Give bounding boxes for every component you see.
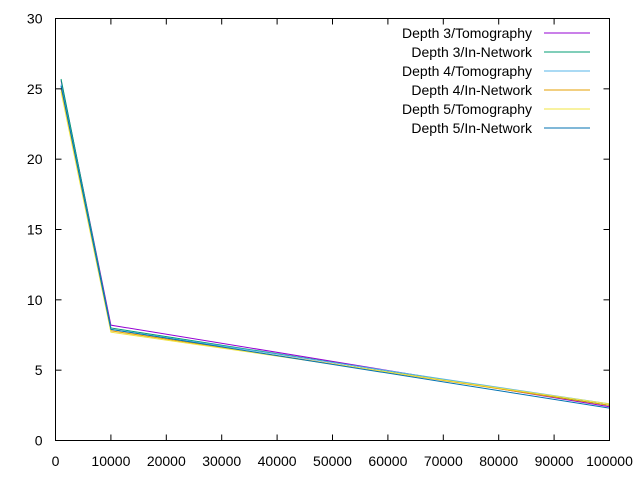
series-line-3: [60, 88, 610, 406]
x-tick-label: 100000: [586, 453, 633, 469]
y-axis: 0 5 10 15 20 25 30: [27, 11, 610, 449]
legend-label: Depth 4/Tomography: [402, 63, 532, 79]
y-tick-label: 30: [27, 11, 43, 27]
x-tick-label: 50000: [313, 453, 352, 469]
x-tick-label: 90000: [535, 453, 574, 469]
y-tick-label: 25: [27, 81, 43, 97]
x-tick-label: 40000: [258, 453, 297, 469]
legend-label: Depth 5/In-Network: [411, 120, 533, 136]
legend: Depth 3/Tomography Depth 3/In-Network Dept…: [402, 25, 590, 136]
legend-label: Depth 3/In-Network: [411, 44, 533, 60]
series-line-4: [60, 91, 610, 405]
plot-series-group: [60, 78, 610, 409]
x-tick-label: 70000: [424, 453, 463, 469]
legend-label: Depth 3/Tomography: [402, 25, 532, 41]
x-tick-label: 10000: [91, 453, 130, 469]
y-tick-label: 0: [35, 433, 43, 449]
x-tick-label: 0: [52, 453, 60, 469]
y-tick-label: 15: [27, 222, 43, 238]
y-tick-label: 5: [35, 362, 43, 378]
y-tick-label: 10: [27, 292, 43, 308]
y-tick-label: 20: [27, 151, 43, 167]
x-tick-label: 20000: [147, 453, 186, 469]
x-tick-label: 60000: [368, 453, 407, 469]
legend-label: Depth 5/Tomography: [402, 101, 532, 117]
x-tick-label: 30000: [202, 453, 241, 469]
x-tick-label: 80000: [479, 453, 518, 469]
legend-label: Depth 4/In-Network: [411, 82, 533, 98]
x-axis: 0 10000 20000 30000 40000 50000 60000 70000 8000…: [52, 18, 633, 469]
series-line-5: [60, 85, 610, 409]
